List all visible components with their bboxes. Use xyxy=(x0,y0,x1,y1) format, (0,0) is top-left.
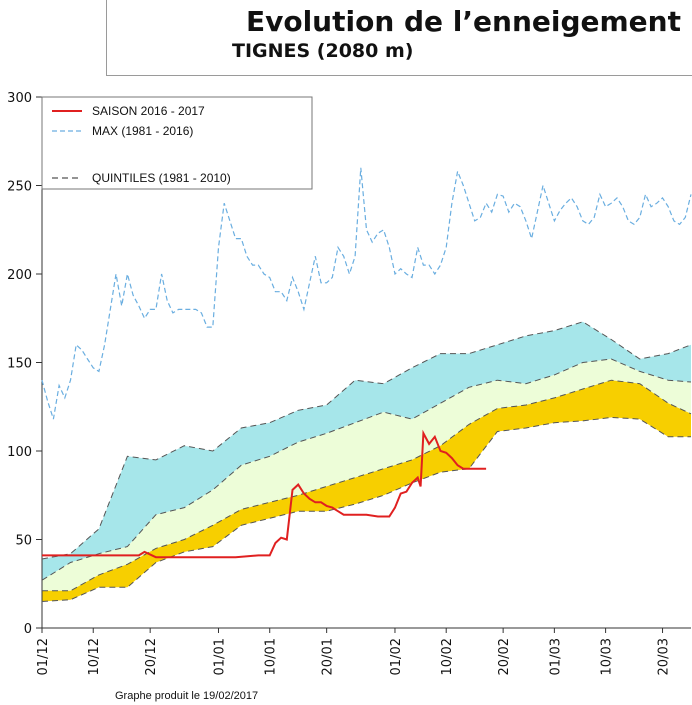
y-tick-label: 100 xyxy=(7,445,32,460)
legend-label: QUINTILES (1981 - 2010) xyxy=(92,171,231,185)
x-tick-label: 10/03 xyxy=(600,638,615,675)
y-tick-label: 300 xyxy=(7,91,32,106)
x-tick-label: 10/02 xyxy=(440,638,455,675)
x-tick-label: 01/02 xyxy=(389,638,404,675)
quintile-line-q80 xyxy=(41,321,692,560)
quintile-line-q20 xyxy=(41,416,691,602)
legend: SAISON 2016 - 2017 MAX (1981 - 2016) QUINT… xyxy=(41,96,313,190)
y-tick-label: 250 xyxy=(7,180,32,195)
footer-note: Graphe produit le 19/02/2017 xyxy=(115,690,259,702)
x-tick-label: 20/01 xyxy=(321,638,336,675)
y-tick-label: 0 xyxy=(24,622,32,637)
title-box: Evolution de l’enneigement TIGNES (2080 … xyxy=(106,0,692,76)
quintile-bands xyxy=(42,321,691,602)
season-line xyxy=(42,429,487,559)
x-tick-label: 01/01 xyxy=(212,638,227,675)
quintile-line-q40 xyxy=(42,379,692,592)
x-tick-label: 01/03 xyxy=(548,638,563,675)
band-q40-q60 xyxy=(42,359,691,591)
y-tick-label: 50 xyxy=(15,534,32,549)
legend-box xyxy=(41,96,313,190)
y-tick-label: 200 xyxy=(7,268,32,283)
x-tick-label: 10/01 xyxy=(264,638,279,675)
y-tick-label: 150 xyxy=(7,357,32,372)
band-q20-q40 xyxy=(42,380,691,602)
max-line xyxy=(41,167,692,420)
x-tick-label: 01/12 xyxy=(36,638,51,675)
chart-subtitle: TIGNES (2080 m) xyxy=(232,40,414,62)
x-tick-label: 20/02 xyxy=(497,638,512,675)
x-tick-label: 20/12 xyxy=(144,638,159,675)
y-axis: 0 50 100 150 200 250 300 xyxy=(7,91,42,637)
series-lines xyxy=(41,167,692,602)
legend-label: SAISON 2016 - 2017 xyxy=(92,104,205,118)
chart-title: Evolution de l’enneigement xyxy=(245,5,681,38)
quintile-line-q60 xyxy=(41,358,692,581)
x-tick-label: 20/03 xyxy=(657,638,672,675)
x-tick-label: 10/12 xyxy=(87,638,102,675)
legend-label: MAX (1981 - 2016) xyxy=(92,124,193,138)
x-axis: 01/12 10/12 20/12 01/01 10/01 20/01 01/02 10/02… xyxy=(36,628,672,675)
